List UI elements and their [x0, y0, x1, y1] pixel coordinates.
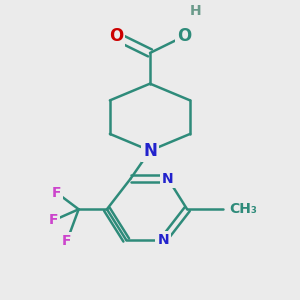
- Text: O: O: [177, 27, 191, 45]
- Text: O: O: [109, 27, 123, 45]
- Text: F: F: [52, 185, 61, 200]
- Text: F: F: [62, 234, 71, 248]
- Text: CH₃: CH₃: [229, 202, 256, 216]
- Text: N: N: [162, 172, 174, 186]
- Text: F: F: [49, 213, 58, 227]
- Text: H: H: [190, 4, 202, 18]
- Text: N: N: [158, 233, 169, 247]
- Text: N: N: [143, 142, 157, 160]
